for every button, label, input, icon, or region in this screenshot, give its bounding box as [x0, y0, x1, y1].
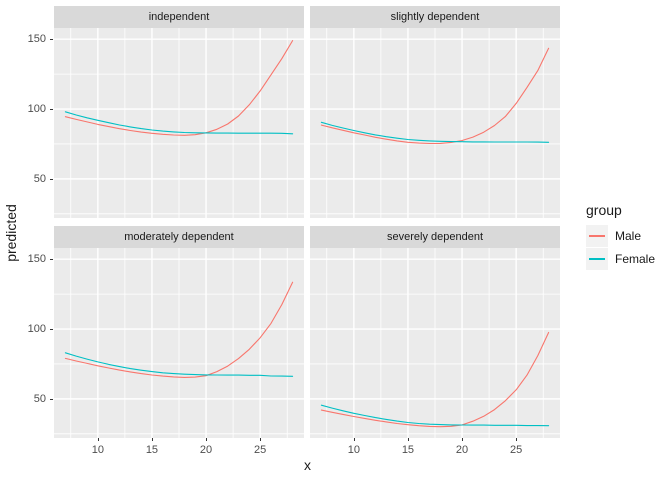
x-axis-tick-mark [407, 438, 409, 441]
legend-label-female: Female [615, 252, 656, 266]
facet-strip-label: severely dependent [386, 231, 483, 243]
y-axis-tick-label: 50 [33, 392, 46, 405]
panel-plot-area [54, 248, 304, 438]
legend-label-male: Male [615, 229, 642, 243]
y-axis-tick-label: 100 [27, 323, 46, 336]
x-axis-tick-label: 10 [347, 444, 360, 456]
facet-strip-independent: independent [54, 6, 304, 28]
facet-strip-label: moderately dependent [124, 231, 234, 243]
panel-severely-dependent [310, 248, 560, 438]
legend-item-female: Female [586, 248, 655, 270]
y-axis-tick-mark [50, 109, 53, 111]
x-axis-tick-mark [97, 438, 99, 441]
facet-strip-moderately-dependent: moderately dependent [54, 226, 304, 248]
x-axis-tick-label: 20 [199, 444, 213, 456]
panel-moderately-dependent [54, 248, 304, 438]
facet-strip-label: independent [148, 11, 210, 23]
y-axis-tick-mark [50, 39, 53, 41]
panel-slightly-dependent [310, 28, 560, 218]
y-axis-tick-label: 150 [27, 253, 46, 266]
facet-strip-severely-dependent: severely dependent [310, 226, 560, 248]
legend: group Male Female [586, 202, 655, 271]
x-axis-tick-mark [516, 438, 518, 441]
panel-independent [54, 28, 304, 218]
y-axis-tick-mark [50, 259, 53, 261]
x-axis-tick-mark [206, 438, 208, 441]
legend-item-male: Male [586, 225, 655, 247]
y-axis-tick-label: 50 [33, 172, 46, 185]
panel-plot-area [54, 28, 304, 218]
x-axis-tick-label: 25 [254, 444, 267, 456]
x-axis-tick-label: 25 [510, 444, 523, 456]
x-axis-tick-mark [353, 438, 355, 441]
y-axis-tick-mark [50, 398, 53, 400]
female-line-swatch-icon [589, 258, 605, 260]
y-axis-tick-mark [50, 329, 53, 331]
x-axis-tick-label: 15 [145, 444, 159, 456]
y-axis-tick-label: 100 [27, 103, 46, 116]
x-axis-tick-label: 15 [401, 444, 415, 456]
male-line-swatch-icon [589, 235, 605, 237]
legend-key-female [586, 248, 608, 270]
x-axis-tick-label: 10 [91, 444, 104, 456]
y-axis-tick-mark [50, 178, 53, 180]
facet-strip-label: slightly dependent [390, 11, 480, 23]
x-axis-tick-mark [462, 438, 464, 441]
y-axis-tick-label: 150 [27, 33, 46, 46]
panel-plot-area [310, 248, 560, 438]
x-axis-tick-mark [151, 438, 153, 441]
x-axis-tick-mark [260, 438, 262, 441]
panel-plot-area [310, 28, 560, 218]
legend-key-male [586, 225, 608, 247]
legend-title: group [586, 202, 622, 218]
x-axis-title: x [304, 457, 311, 473]
x-axis-tick-label: 20 [455, 444, 469, 456]
facet-strip-slightly-dependent: slightly dependent [310, 6, 560, 28]
